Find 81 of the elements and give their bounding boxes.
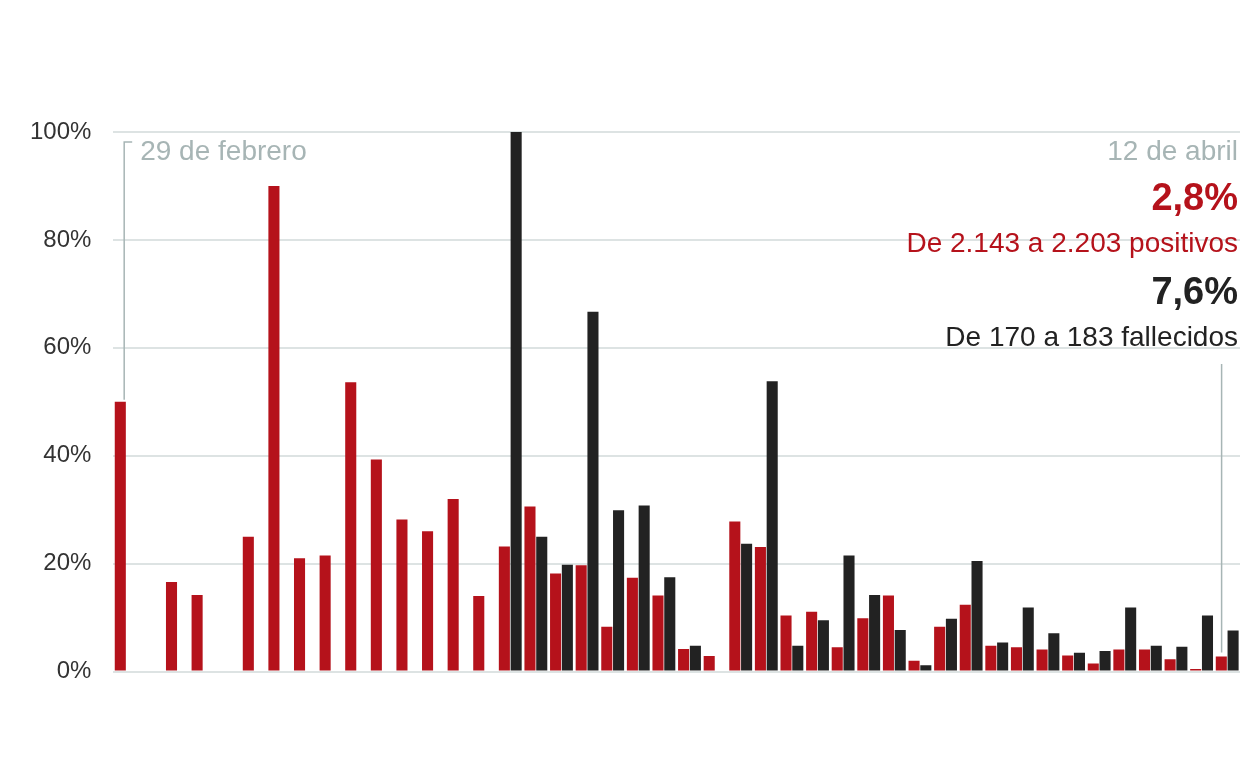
bar [1176, 646, 1188, 671]
bar [524, 506, 536, 671]
bar [626, 577, 638, 671]
bar [510, 132, 522, 671]
bar [920, 665, 932, 671]
bar [934, 626, 946, 671]
bar [703, 655, 715, 671]
bar [985, 645, 997, 671]
bar [1062, 655, 1074, 671]
bar [561, 564, 573, 671]
bar [831, 647, 843, 671]
bar [882, 595, 894, 671]
bar [396, 519, 408, 671]
bar [1164, 659, 1176, 671]
annotation: 29 de febrero [140, 135, 307, 166]
bar [422, 531, 434, 671]
bar [242, 536, 254, 671]
y-tick-label: 0% [56, 656, 92, 684]
bar [689, 645, 701, 671]
bar [1099, 651, 1111, 671]
bar [741, 543, 753, 671]
bar [817, 620, 829, 671]
bar [1022, 607, 1034, 671]
bar [1087, 663, 1099, 671]
bar [792, 645, 804, 671]
bar [1201, 615, 1214, 671]
bar [678, 648, 690, 671]
bar [447, 498, 459, 671]
bar [575, 565, 587, 671]
bar [1215, 656, 1227, 671]
bar [1138, 649, 1151, 671]
bar [601, 626, 613, 671]
bar [1010, 647, 1023, 671]
bar [345, 382, 357, 671]
bar [894, 630, 906, 671]
bar [754, 546, 766, 671]
bar [652, 595, 664, 671]
bar [959, 604, 971, 671]
bar [664, 577, 676, 671]
y-tick-label: 40% [43, 440, 92, 468]
bar [1227, 630, 1239, 671]
y-tick-label: 20% [43, 548, 92, 576]
bar [843, 555, 855, 671]
annotation: De 2.143 a 2.203 positivos [906, 227, 1238, 258]
bar [114, 401, 126, 671]
bar [729, 521, 741, 671]
annotation: 7,6% [1151, 270, 1238, 312]
y-tick-label: 80% [43, 224, 92, 252]
bar [997, 642, 1009, 671]
bar [536, 536, 548, 671]
bar [370, 459, 382, 671]
y-tick-label: 60% [43, 332, 92, 360]
bar [319, 555, 331, 671]
bar [766, 381, 778, 671]
bar [587, 311, 599, 671]
bar [613, 510, 625, 671]
bar [1036, 649, 1048, 671]
bar [857, 618, 869, 671]
bar [550, 573, 562, 671]
bar [165, 582, 178, 671]
bar [908, 660, 920, 671]
annotation: De 170 a 183 fallecidos [945, 321, 1238, 352]
bar [1073, 652, 1085, 671]
bar [869, 594, 881, 671]
annotation: 2,8% [1151, 176, 1238, 218]
y-tick-label: 100% [29, 116, 92, 144]
bar [1150, 645, 1162, 671]
bar [191, 594, 203, 671]
bar [1125, 607, 1137, 671]
bar [806, 611, 818, 671]
bar [294, 558, 306, 671]
bar [268, 185, 280, 671]
bar [1048, 633, 1060, 671]
bar [945, 618, 957, 671]
bar [780, 615, 792, 671]
bar [1113, 649, 1125, 671]
bar [971, 560, 983, 671]
bar [498, 546, 510, 671]
annotation: 12 de abril [1107, 135, 1238, 166]
bar [638, 505, 650, 671]
bar [473, 596, 485, 671]
